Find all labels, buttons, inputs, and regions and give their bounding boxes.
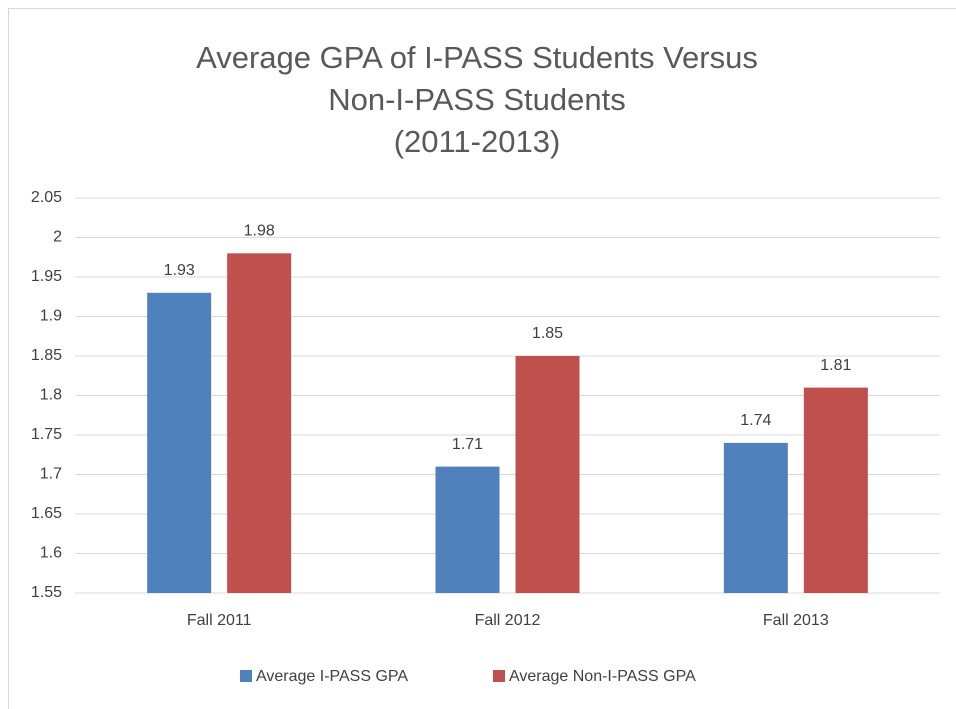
bar [147, 292, 212, 593]
x-tick-label: Fall 2012 [475, 612, 541, 629]
data-label: 1.98 [244, 223, 275, 240]
bar [803, 387, 868, 593]
x-tick-label: Fall 2011 [187, 612, 252, 629]
chart-title: Non-I-PASS Students [328, 82, 626, 117]
data-label: 1.71 [452, 436, 483, 453]
legend-label: Average I-PASS GPA [256, 668, 408, 685]
y-tick-label: 2.05 [31, 189, 62, 206]
y-tick-label: 1.55 [31, 584, 62, 601]
x-tick-label: Fall 2013 [763, 612, 829, 629]
data-label: 1.93 [164, 262, 195, 279]
bar [227, 253, 292, 594]
data-label: 1.74 [740, 412, 771, 429]
y-tick-label: 1.85 [31, 347, 62, 364]
legend-swatch [493, 670, 505, 682]
legend-label: Average Non-I-PASS GPA [509, 668, 696, 685]
y-tick-label: 1.95 [31, 268, 62, 285]
y-tick-label: 1.7 [40, 466, 62, 483]
data-label: 1.81 [820, 357, 851, 374]
y-tick-label: 2 [53, 229, 62, 246]
data-label: 1.85 [532, 325, 563, 342]
chart-title: Average GPA of I-PASS Students Versus [196, 40, 758, 75]
y-tick-label: 1.75 [31, 426, 62, 443]
y-tick-label: 1.9 [40, 308, 62, 325]
y-tick-label: 1.6 [40, 545, 62, 562]
chart-border [8, 8, 956, 709]
y-tick-label: 1.65 [31, 505, 62, 522]
bar [723, 442, 788, 593]
legend-swatch [240, 670, 252, 682]
chart-title: (2011-2013) [394, 124, 561, 159]
y-tick-label: 1.8 [40, 387, 62, 404]
bar [515, 356, 580, 593]
bar [435, 466, 500, 593]
